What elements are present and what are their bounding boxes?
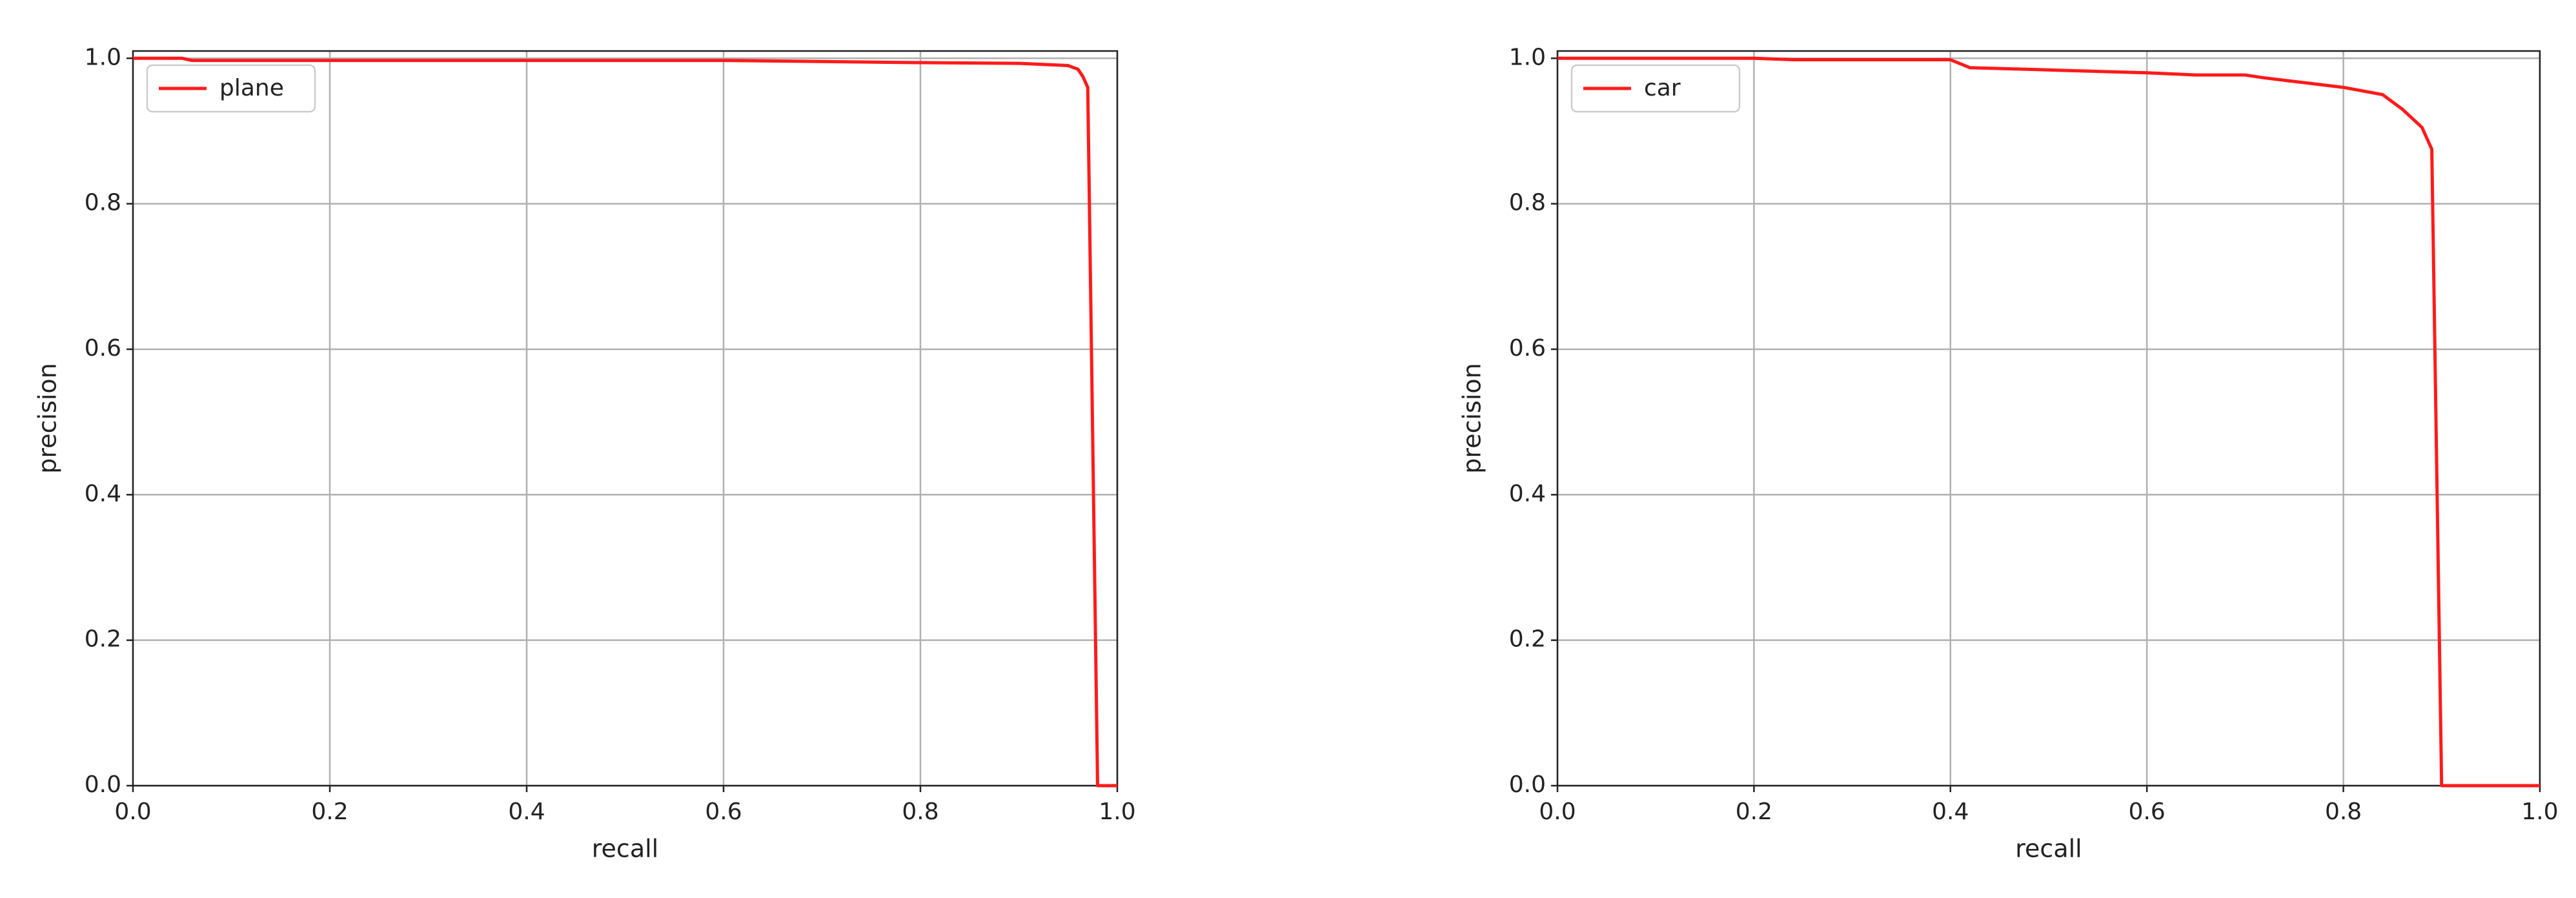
x-tick-label: 0.6 bbox=[2129, 799, 2165, 825]
x-tick-label: 0.4 bbox=[508, 799, 545, 825]
y-tick-label: 0.2 bbox=[1509, 626, 1546, 653]
y-axis-label: precision bbox=[1458, 363, 1486, 473]
x-tick-label: 0.2 bbox=[1736, 799, 1772, 825]
y-tick-label: 0.2 bbox=[85, 626, 121, 653]
data-line bbox=[1557, 56, 2540, 788]
data-line bbox=[133, 56, 1117, 788]
y-tick-label: 0.6 bbox=[1509, 335, 1546, 362]
legend-box bbox=[146, 64, 316, 113]
x-tick-label: 0.8 bbox=[902, 799, 938, 825]
axes-frame bbox=[1556, 50, 2541, 787]
legend-box bbox=[1570, 64, 1741, 113]
x-tick-label: 0.4 bbox=[1932, 799, 1969, 825]
legend-label: car bbox=[1644, 75, 1681, 101]
y-tick-label: 0.4 bbox=[1509, 480, 1546, 507]
y-axis-label: precision bbox=[34, 363, 62, 473]
x-tick-label: 1.0 bbox=[1099, 799, 1135, 825]
x-tick-label: 0.2 bbox=[311, 799, 348, 825]
axes-frame bbox=[132, 50, 1119, 787]
x-tick-label: 0.0 bbox=[1539, 799, 1576, 825]
y-tick-label: 1.0 bbox=[1509, 44, 1546, 70]
y-tick-label: 0.4 bbox=[85, 480, 121, 507]
y-tick-label: 0.0 bbox=[1509, 771, 1546, 798]
x-axis-label: recall bbox=[592, 835, 658, 863]
x-tick-label: 0.6 bbox=[705, 799, 742, 825]
y-tick-label: 0.0 bbox=[85, 771, 121, 798]
y-tick-label: 1.0 bbox=[85, 44, 121, 70]
x-axis-label: recall bbox=[2015, 835, 2082, 863]
x-tick-label: 0.0 bbox=[114, 799, 151, 825]
x-tick-label: 0.8 bbox=[2325, 799, 2362, 825]
y-tick-label: 0.8 bbox=[1509, 190, 1546, 216]
x-tick-label: 1.0 bbox=[2521, 799, 2558, 825]
y-tick-label: 0.8 bbox=[85, 190, 121, 216]
y-tick-label: 0.6 bbox=[85, 335, 121, 362]
legend-label: plane bbox=[219, 75, 284, 101]
